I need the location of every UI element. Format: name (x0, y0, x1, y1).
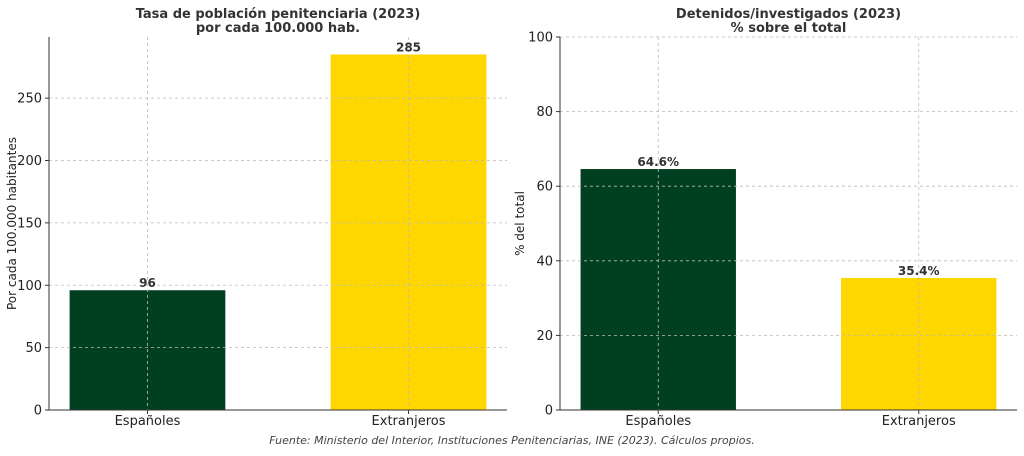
y-tick-label: 0 (545, 404, 553, 419)
y-tick-label: 0 (34, 404, 42, 419)
y-axis-label: % del total (513, 191, 527, 256)
x-tick-label: Extranjeros (882, 414, 956, 429)
source-note: Fuente: Ministerio del Interior, Institu… (269, 434, 755, 447)
y-tick-label: 100 (528, 31, 553, 46)
y-tick-label: 20 (536, 329, 553, 344)
y-tick-label: 250 (17, 92, 42, 107)
chart-title: por cada 100.000 hab. (196, 21, 360, 36)
y-tick-label: 40 (536, 254, 553, 269)
chart-title: Detenidos/investigados (2023) (676, 7, 901, 22)
data-label: 64.6% (637, 155, 679, 169)
chart-1: 0 50 100 150 200 250 Españoles Extranjeros 96 285… (5, 7, 507, 429)
y-tick-label: 150 (17, 216, 42, 231)
x-tick-label: Españoles (625, 414, 691, 429)
x-tick-label: Españoles (115, 414, 181, 429)
y-tick-label: 50 (25, 341, 42, 356)
y-tick-label: 80 (536, 105, 553, 120)
y-tick-label: 200 (17, 154, 42, 169)
y-tick-label: 100 (17, 279, 42, 294)
x-tick-label: Extranjeros (372, 414, 446, 429)
y-tick-label: 60 (536, 180, 553, 195)
chart-title: % sobre el total (731, 21, 847, 36)
data-label: 285 (396, 40, 421, 54)
chart-title: Tasa de población penitenciaria (2023) (136, 7, 421, 22)
data-label: 96 (139, 276, 156, 290)
chart-2: 0 20 40 60 80 100 Españoles Extranjeros 64.6% 35.… (513, 7, 1017, 429)
y-axis-label: Por cada 100.000 habitantes (5, 137, 19, 310)
data-label: 35.4% (898, 264, 940, 278)
